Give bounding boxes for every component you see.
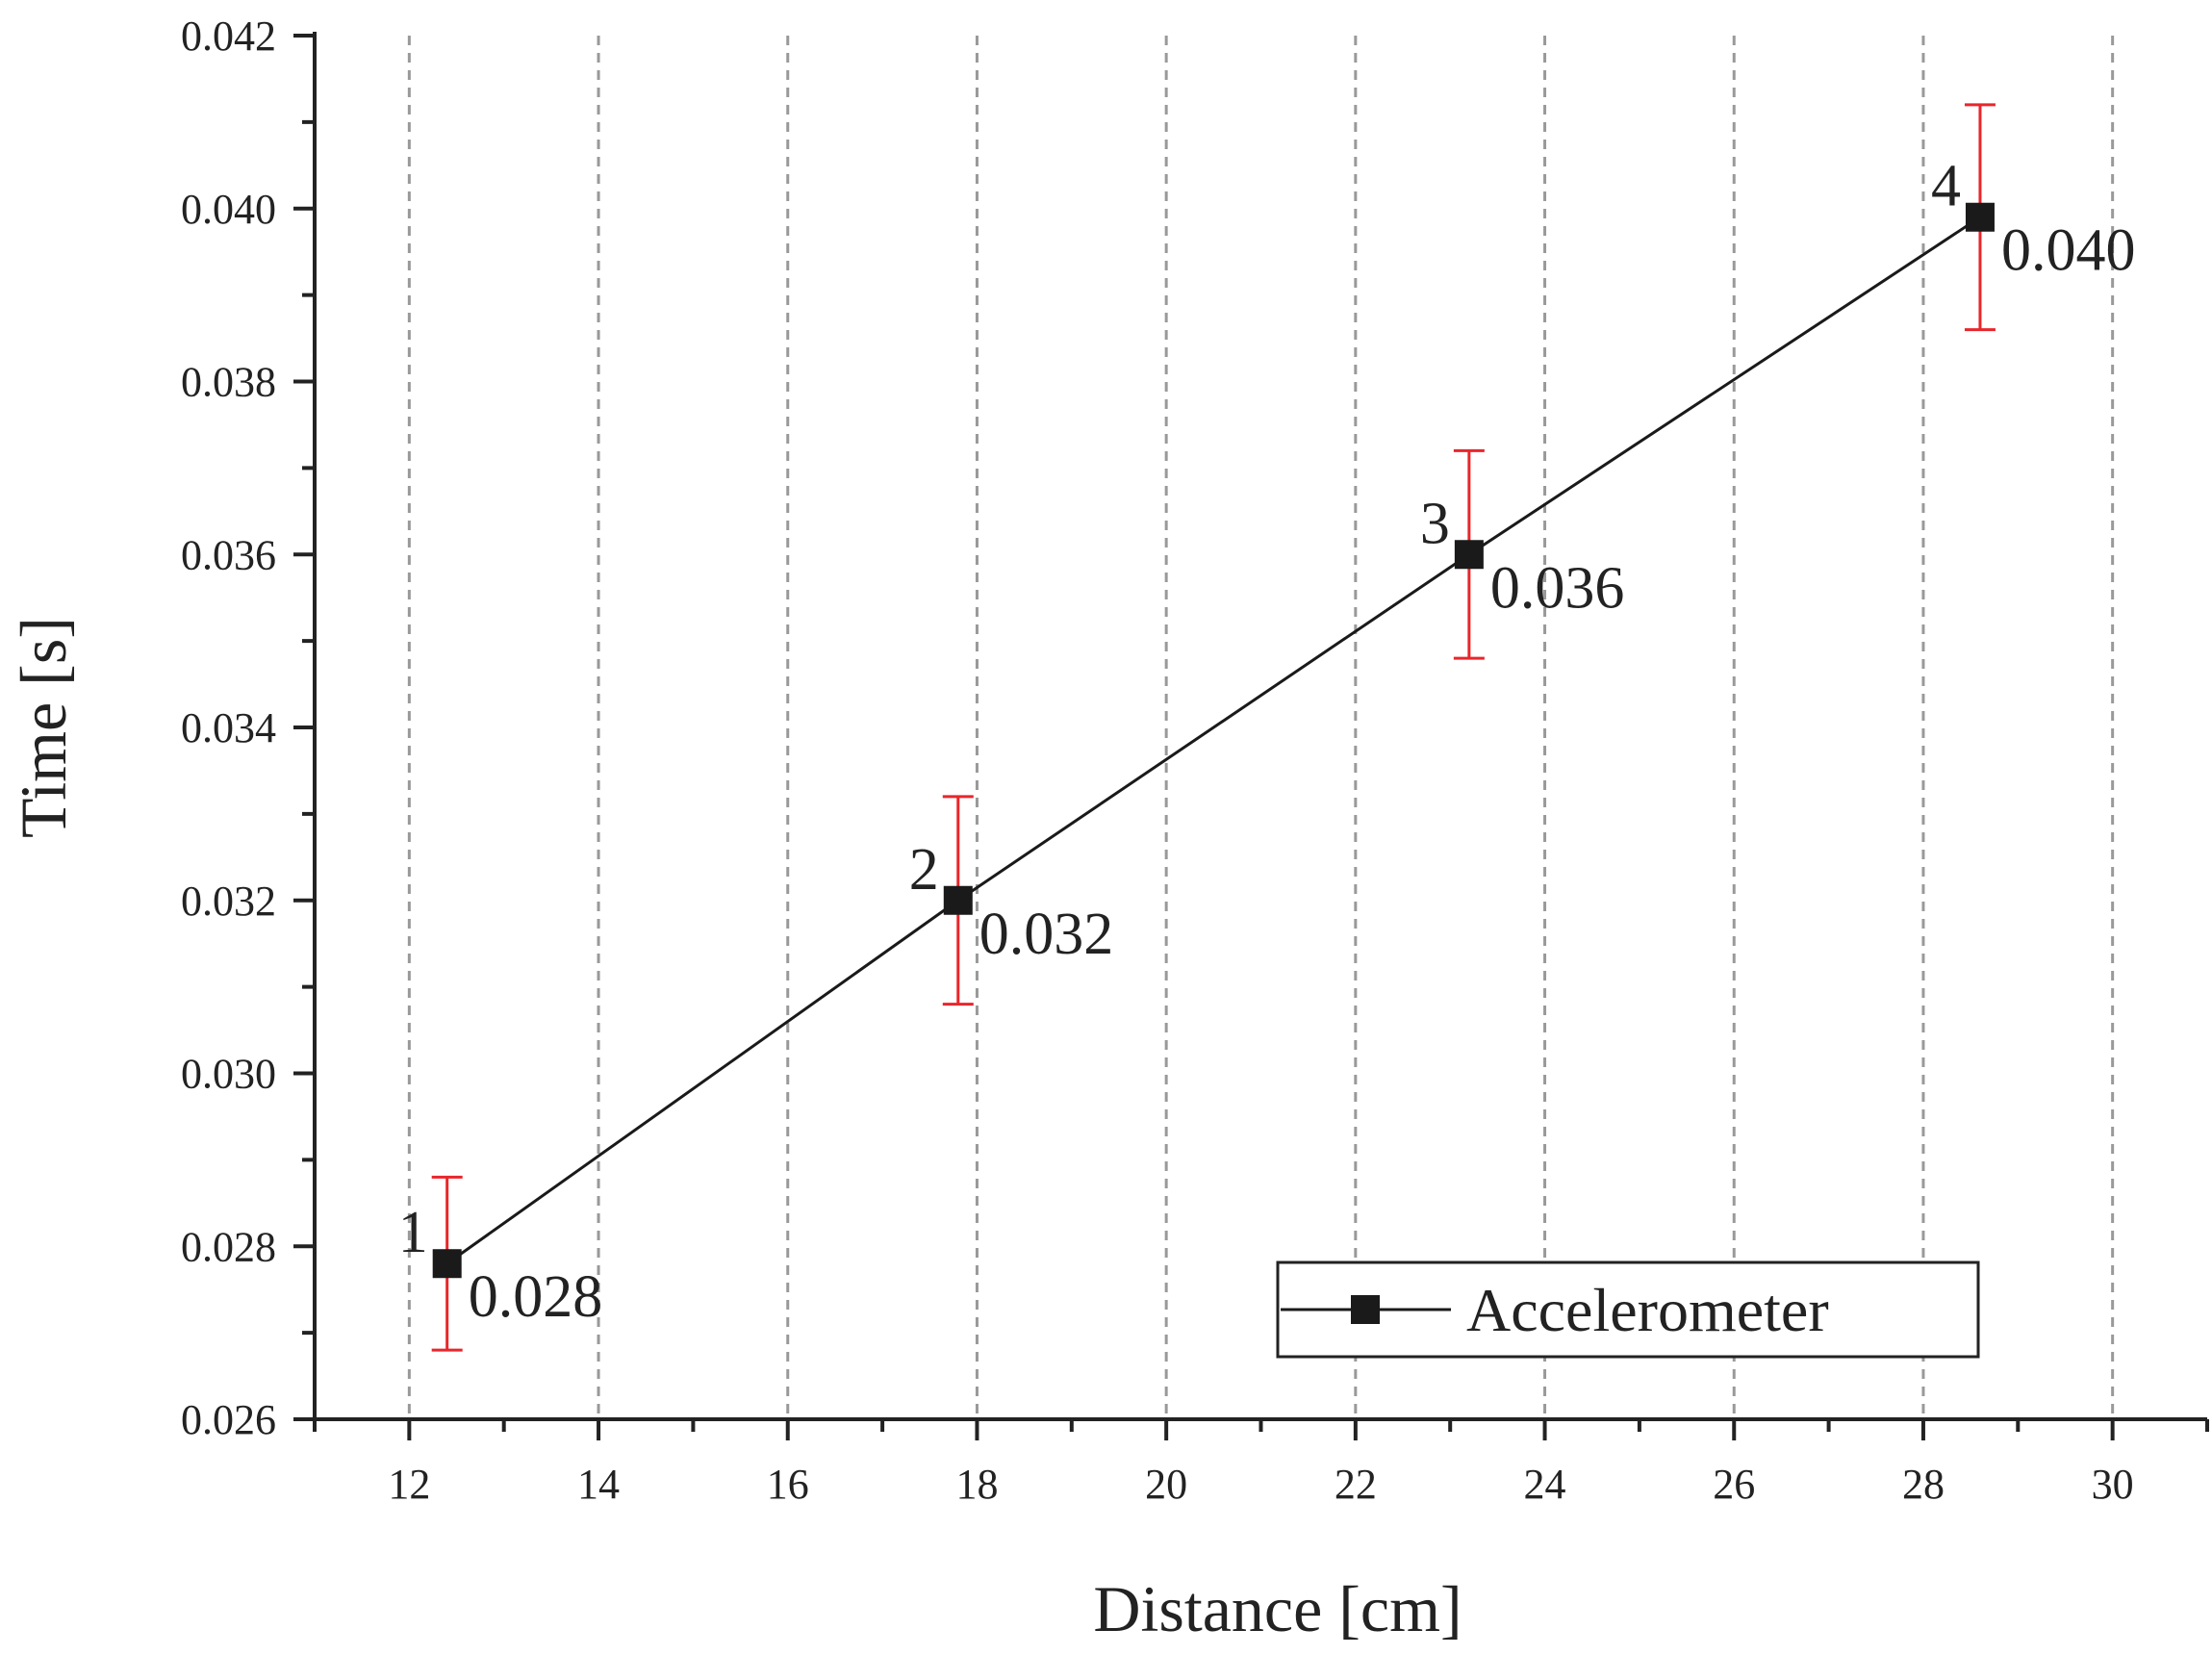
x-axis-title: Distance [cm] [1093, 1572, 1462, 1645]
point-label: 4 [1931, 154, 1961, 219]
y-tick-label: 0.026 [181, 1396, 276, 1443]
legend-marker [1351, 1295, 1380, 1324]
x-tick-label: 18 [955, 1461, 998, 1508]
point-label: 2 [909, 837, 939, 903]
value-label: 0.032 [979, 902, 1114, 967]
x-tick-label: 20 [1145, 1461, 1187, 1508]
y-tick-label: 0.030 [181, 1051, 276, 1098]
value-label: 0.036 [1490, 555, 1625, 621]
point-label: 3 [1420, 491, 1450, 556]
value-label: 0.040 [2001, 218, 2136, 284]
value-label: 0.028 [469, 1264, 603, 1330]
point-label: 1 [398, 1200, 428, 1265]
y-tick-label: 0.032 [181, 878, 276, 925]
x-tick-label: 26 [1713, 1461, 1755, 1508]
y-tick-label: 0.038 [181, 359, 276, 406]
x-tick-label: 30 [2092, 1461, 2134, 1508]
y-tick-label: 0.040 [181, 186, 276, 233]
y-tick-label: 0.028 [181, 1223, 276, 1270]
series-line [445, 216, 1981, 1265]
x-tick-label: 12 [388, 1461, 430, 1508]
y-tick-label: 0.036 [181, 531, 276, 578]
x-tick-label: 24 [1524, 1461, 1566, 1508]
y-tick-label: 0.042 [181, 13, 276, 60]
y-axis-title: Time [s] [7, 617, 80, 838]
marker [943, 885, 973, 915]
marker [1965, 202, 1995, 232]
y-tick-label: 0.034 [181, 704, 276, 751]
x-tick-label: 28 [1902, 1461, 1945, 1508]
legend-label: Accelerometer [1466, 1276, 1829, 1344]
marker [432, 1249, 462, 1279]
marker [1454, 540, 1484, 570]
x-tick-label: 22 [1335, 1461, 1377, 1508]
x-tick-label: 16 [767, 1461, 809, 1508]
x-tick-label: 14 [577, 1461, 620, 1508]
